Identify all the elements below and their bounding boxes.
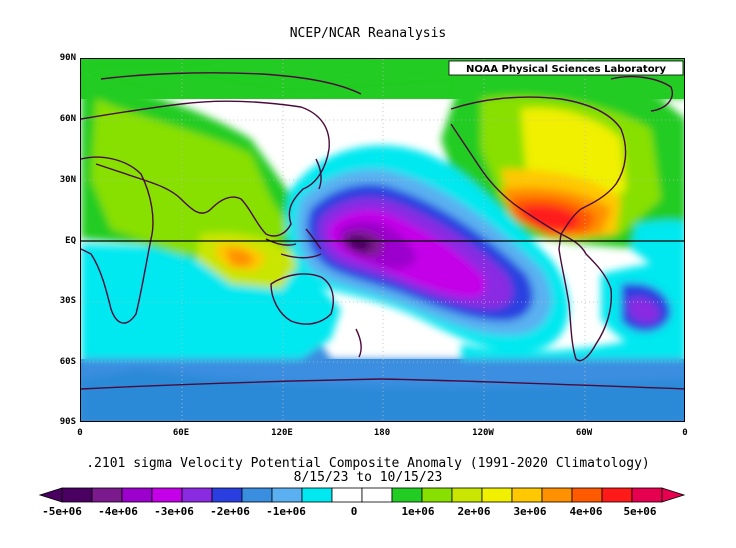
lat-label-30n: 30N: [59, 175, 76, 185]
credit-text: NOAA Physical Sciences Laboratory: [466, 64, 667, 75]
lon-label-180: 180: [373, 428, 391, 438]
lon-label-0-left: 0: [77, 428, 83, 438]
colorbar-arrow-right: [661, 487, 686, 503]
colorbar-swatch: [91, 487, 123, 503]
coastlines: [81, 72, 684, 390]
lat-label-30s: 30S: [59, 296, 76, 306]
lon-label-120w: 120W: [472, 428, 494, 438]
chart-title: NCEP/NCAR Reanalysis: [289, 26, 447, 41]
colorbar-swatch: [271, 487, 303, 503]
caption-line-1: .2101 sigma Velocity Potential Composite…: [86, 456, 650, 471]
colorbar-label-3: -2e+06: [210, 505, 250, 518]
colorbar-swatch: [541, 487, 573, 503]
colorbar-label-2: -3e+06: [154, 505, 194, 518]
colorbar-swatch: [301, 487, 333, 503]
lon-label-0-right: 0: [682, 428, 688, 438]
colorbar-swatch: [481, 487, 513, 503]
anomaly-contours: [81, 59, 684, 421]
colorbar-label-7: 2e+06: [457, 505, 491, 518]
anomaly-map: NOAA Physical Sciences Laboratory: [81, 59, 684, 421]
colorbar-label-10: 5e+06: [623, 505, 657, 518]
colorbar: [38, 487, 686, 503]
colorbar-label-0: -5e+06: [42, 505, 82, 518]
colorbar-label-5: 0: [350, 505, 358, 518]
colorbar-swatch: [391, 487, 423, 503]
colorbar-arrow-left: [38, 487, 63, 503]
caption-line-2: 8/15/23 to 10/15/23: [293, 470, 443, 485]
colorbar-swatch: [211, 487, 243, 503]
credit-box: [448, 60, 684, 76]
lat-label-eq: EQ: [65, 236, 76, 246]
colorbar-swatch: [361, 487, 393, 503]
colorbar-label-9: 4e+06: [569, 505, 603, 518]
lat-label-60s: 60S: [59, 357, 76, 367]
colorbar-label-1: -4e+06: [98, 505, 138, 518]
colorbar-label-6: 1e+06: [401, 505, 435, 518]
graticule: [81, 59, 684, 421]
colorbar-swatch: [421, 487, 453, 503]
colorbar-label-4: -1e+06: [266, 505, 306, 518]
colorbar-swatch: [451, 487, 483, 503]
colorbar-swatch: [601, 487, 633, 503]
colorbar-swatch: [241, 487, 273, 503]
lon-label-120e: 120E: [271, 428, 293, 438]
colorbar-swatch: [61, 487, 93, 503]
colorbar-swatch: [121, 487, 153, 503]
colorbar-swatch: [571, 487, 603, 503]
colorbar-swatch: [331, 487, 363, 503]
colorbar-swatch: [151, 487, 183, 503]
colorbar-swatch: [631, 487, 663, 503]
colorbar-swatch: [511, 487, 543, 503]
colorbar-swatch: [181, 487, 213, 503]
lon-label-60w: 60W: [575, 428, 593, 438]
lat-label-60n: 60N: [59, 114, 76, 124]
lon-label-60e: 60E: [172, 428, 190, 438]
lat-label-90s: 90S: [59, 417, 76, 427]
lat-label-90n: 90N: [59, 53, 76, 63]
colorbar-label-8: 3e+06: [513, 505, 547, 518]
map-frame: NOAA Physical Sciences Laboratory: [80, 58, 685, 422]
